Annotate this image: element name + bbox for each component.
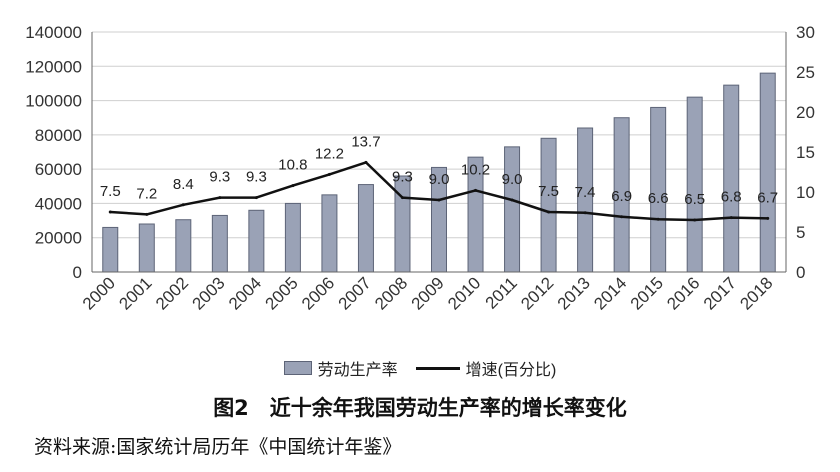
data-label: 7.4	[575, 184, 596, 201]
x-tick-label: 2015	[627, 273, 667, 313]
legend-line-label: 增速(百分比)	[465, 362, 557, 379]
data-label: 6.5	[684, 191, 705, 208]
x-tick-label: 2005	[262, 273, 302, 313]
line-point	[254, 196, 258, 200]
x-tick-label: 2008	[371, 273, 411, 313]
line-point	[364, 160, 368, 164]
y-right-tick-label: 10	[796, 183, 815, 202]
data-label: 6.8	[721, 189, 742, 206]
data-label: 9.3	[209, 169, 230, 186]
data-label: 7.5	[538, 183, 559, 200]
y-right-tick-label: 20	[796, 103, 815, 122]
y-left-tick-label: 100000	[25, 92, 82, 111]
line-point	[474, 188, 478, 192]
x-tick-label: 2014	[590, 273, 630, 313]
line-point	[437, 198, 441, 202]
bar	[211, 214, 228, 273]
y-right-tick-label: 30	[796, 23, 815, 42]
data-label: 6.9	[611, 188, 632, 205]
bar	[248, 209, 265, 273]
line-point	[218, 196, 222, 200]
line-point	[510, 198, 514, 202]
data-label: 7.5	[100, 183, 121, 200]
data-label: 8.4	[173, 176, 194, 193]
data-label: 10.2	[461, 161, 490, 178]
line-point	[327, 172, 331, 176]
data-label: 6.7	[757, 189, 778, 206]
y-right-tick-label: 0	[796, 263, 805, 282]
y-left-tick-label: 120000	[25, 57, 82, 76]
legend-item-bar: 劳动生产率	[283, 356, 398, 380]
bar	[321, 194, 338, 273]
line-series	[108, 160, 770, 222]
legend: 劳动生产率 增速(百分比)	[0, 356, 840, 380]
bar	[723, 84, 740, 273]
bar	[357, 184, 374, 273]
data-label: 9.3	[246, 169, 267, 186]
y-right-tick-label: 25	[796, 63, 815, 82]
x-tick-label: 2018	[736, 273, 776, 313]
legend-item-line: 增速(百分比)	[415, 356, 557, 380]
x-tick-label: 2002	[152, 273, 192, 313]
data-label: 9.3	[392, 169, 413, 186]
x-tick-label: 2006	[298, 273, 338, 313]
bar	[102, 226, 119, 273]
data-label: 9.0	[429, 171, 450, 188]
x-tick-label: 2016	[663, 273, 703, 313]
x-tick-label: 2011	[482, 273, 521, 312]
bar	[759, 72, 776, 273]
data-labels: 7.5 7.2 8.4 9.3 9.3 10.8 12.2 13.7 9.3 9.0 10.2 9.0…	[100, 133, 778, 208]
bar	[175, 219, 192, 273]
data-label: 9.0	[502, 171, 523, 188]
x-tick-label: 2009	[408, 273, 448, 313]
legend-bar-label: 劳动生产率	[317, 362, 398, 379]
line-point	[547, 210, 551, 214]
bar	[686, 96, 703, 273]
data-label: 10.8	[278, 157, 307, 174]
bar	[138, 223, 155, 273]
figure-caption: 图2 近十余年我国劳动生产率的增长率变化	[213, 396, 627, 420]
y-left-tick-label: 20000	[35, 229, 82, 248]
bar	[394, 175, 411, 273]
data-label: 12.2	[315, 145, 344, 162]
x-tick-label: 2003	[188, 273, 228, 313]
y-left-tick-label: 0	[73, 263, 82, 282]
x-tick-label: 2012	[517, 273, 557, 313]
data-label: 6.6	[648, 190, 669, 207]
line-point	[656, 217, 660, 221]
line-point	[620, 215, 624, 219]
y-right-tick-label: 5	[796, 223, 805, 242]
y-right-tick-label: 15	[796, 143, 815, 162]
line-swatch-icon	[415, 366, 460, 370]
x-tick-label: 2010	[444, 273, 484, 313]
y-left-tick-label: 60000	[35, 160, 82, 179]
line-point	[729, 216, 733, 220]
x-tick-label: 2004	[225, 273, 265, 313]
line-point	[693, 218, 697, 222]
chart: 7.5 7.2 8.4 9.3 9.3 10.8 12.2 13.7 9.3 9.0 10.2 9.0…	[25, 23, 815, 314]
y-left-tick-label: 40000	[35, 194, 82, 213]
line-point	[766, 216, 770, 220]
x-tick-label: 2000	[79, 273, 119, 313]
source-note: 资料来源:国家统计局历年《中国统计年鉴》	[34, 436, 402, 458]
bar	[540, 137, 557, 273]
x-tick-label: 2017	[700, 273, 740, 313]
bar-swatch-icon	[283, 361, 312, 375]
data-label: 7.2	[136, 185, 157, 202]
line-point	[108, 210, 112, 214]
bar	[284, 202, 301, 273]
x-tick-label: 2001	[115, 273, 155, 313]
bar	[504, 146, 521, 273]
line-point	[291, 184, 295, 188]
line-point	[400, 196, 404, 200]
x-tick-label: 2013	[554, 273, 594, 313]
y-left-tick-label: 80000	[35, 126, 82, 145]
line-point	[583, 211, 587, 215]
line-point	[181, 203, 185, 207]
y-left-tick-label: 140000	[25, 23, 82, 42]
data-label: 13.7	[351, 133, 380, 150]
line-point	[145, 212, 149, 216]
x-tick-label: 2007	[335, 273, 375, 313]
